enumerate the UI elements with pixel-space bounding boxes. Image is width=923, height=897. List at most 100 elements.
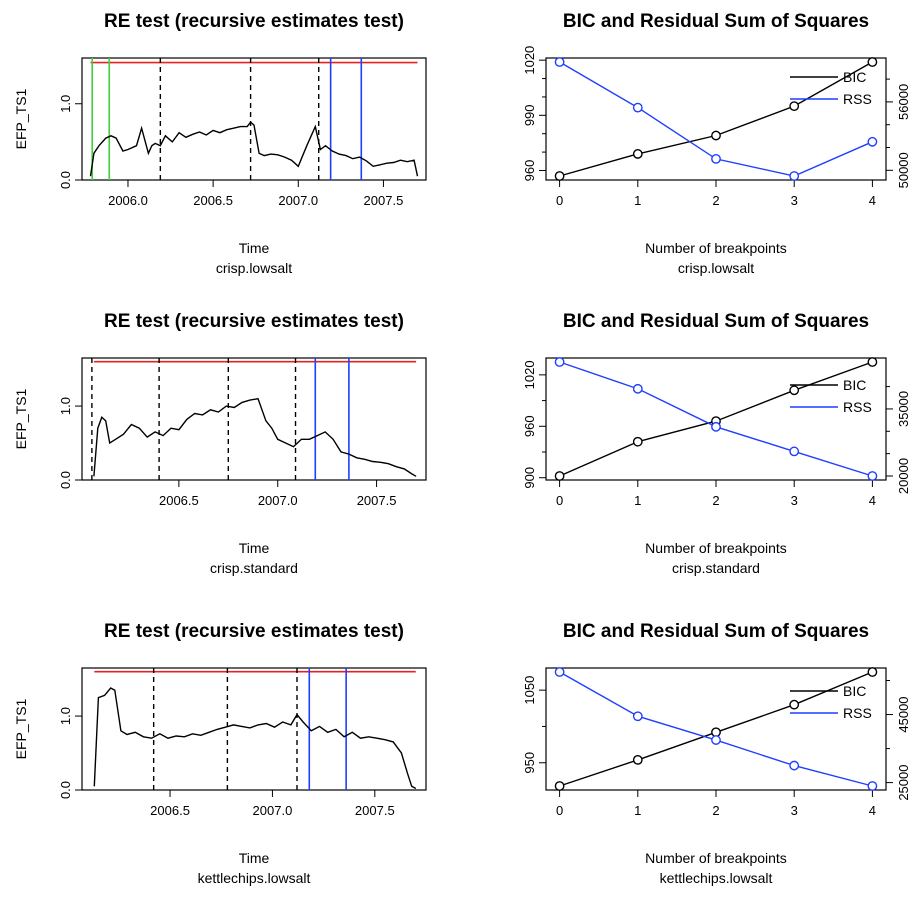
- x-tick-label: 2007.5: [357, 493, 397, 508]
- left-y-tick-label: 950: [522, 752, 537, 774]
- rss-point: [867, 136, 878, 147]
- x-tick-label: 2006.5: [193, 193, 233, 208]
- y-tick-label: 0.0: [58, 171, 73, 189]
- x-tick-label: 2007.0: [278, 193, 318, 208]
- x-tick-label: 2: [712, 193, 719, 208]
- left-y-tick-label: 960: [522, 160, 537, 182]
- rss-point: [632, 383, 643, 394]
- rss-point: [554, 357, 565, 367]
- panel-subtitle: crisp.standard: [210, 560, 298, 576]
- x-tick-label: 3: [791, 803, 798, 818]
- x-tick-label: 2006.0: [108, 193, 148, 208]
- x-tick-label: 2007.5: [364, 193, 404, 208]
- legend-label-rss: RSS: [843, 705, 872, 721]
- panel-subtitle: crisp.lowsalt: [678, 260, 754, 276]
- bic-point: [554, 171, 565, 181]
- x-axis-label: Number of breakpoints: [645, 540, 787, 556]
- x-tick-label: 1: [634, 803, 641, 818]
- panel-subtitle: crisp.lowsalt: [216, 260, 292, 276]
- x-tick-label: 2: [712, 803, 719, 818]
- rss-point: [789, 760, 800, 771]
- panel-subtitle: crisp.standard: [672, 560, 760, 576]
- bic-rss-panel-crisp-lowsalt: BIC and Residual Sum of Squares Number o…: [522, 11, 911, 276]
- legend-label-bic: BIC: [843, 683, 866, 699]
- right-y-tick-label: 20000: [896, 458, 911, 494]
- y-tick-label: 1.0: [58, 397, 73, 415]
- chart-title: BIC and Residual Sum of Squares: [563, 621, 869, 642]
- rss-point: [711, 421, 721, 432]
- bic-point: [867, 57, 878, 67]
- rss-point: [789, 171, 800, 181]
- bic-point: [632, 754, 643, 765]
- left-y-tick-label: 900: [522, 467, 537, 489]
- left-y-tick-label: 1020: [522, 46, 537, 75]
- x-tick-label: 1: [634, 193, 641, 208]
- rss-point: [711, 153, 721, 164]
- y-tick-label: 1.0: [58, 707, 73, 725]
- y-axis-label: EFP_TS1: [13, 88, 29, 149]
- re-test-panel-crisp-standard: RE test (recursive estimates test) EFP_T…: [13, 311, 427, 576]
- y-tick-label: 0.0: [58, 781, 73, 799]
- y-tick-label: 1.0: [58, 95, 73, 113]
- x-tick-label: 0: [556, 803, 563, 818]
- rss-point: [867, 471, 878, 481]
- bic-point: [789, 699, 800, 710]
- chart-title: BIC and Residual Sum of Squares: [563, 11, 869, 32]
- legend-label-bic: BIC: [843, 69, 866, 85]
- rss-point: [554, 57, 565, 67]
- x-tick-label: 2007.5: [355, 803, 395, 818]
- x-tick-label: 1: [634, 493, 641, 508]
- bic-rss-panel-crisp-standard: BIC and Residual Sum of Squares Number o…: [522, 311, 911, 576]
- right-y-tick-label: 25000: [896, 765, 911, 801]
- right-y-tick-label: 45000: [896, 696, 911, 732]
- legend-label-rss: RSS: [843, 399, 872, 415]
- bic-point: [789, 101, 800, 112]
- x-tick-label: 3: [791, 493, 798, 508]
- re-test-panel-crisp-lowsalt: RE test (recursive estimates test) EFP_T…: [13, 11, 427, 276]
- left-y-tick-label: 1050: [522, 676, 537, 705]
- rss-point: [554, 667, 565, 677]
- x-axis-label: Number of breakpoints: [645, 850, 787, 866]
- right-y-tick-label: 56000: [896, 84, 911, 120]
- y-axis-label: EFP_TS1: [13, 698, 29, 759]
- re-test-panel-kettlechips-lowsalt: RE test (recursive estimates test) EFP_T…: [13, 621, 427, 886]
- legend-label-rss: RSS: [843, 91, 872, 107]
- bic-point: [867, 667, 878, 677]
- bic-point: [632, 436, 643, 447]
- bic-rss-panel-kettlechips-lowsalt: BIC and Residual Sum of Squares Number o…: [522, 621, 911, 886]
- left-y-tick-label: 960: [522, 415, 537, 437]
- rss-point: [632, 102, 643, 113]
- rss-point: [711, 735, 721, 745]
- bic-point: [789, 385, 800, 396]
- x-tick-label: 4: [869, 803, 876, 818]
- bic-point: [632, 149, 643, 159]
- x-axis-label: Time: [239, 240, 270, 256]
- bic-point: [554, 471, 565, 481]
- left-y-tick-label: 990: [522, 104, 537, 126]
- x-axis-label: Time: [239, 540, 270, 556]
- x-tick-label: 2007.0: [258, 493, 298, 508]
- x-axis-label: Time: [239, 850, 270, 866]
- y-tick-label: 0.0: [58, 471, 73, 489]
- bic-point: [554, 781, 565, 791]
- x-tick-label: 2006.5: [150, 803, 190, 818]
- chart-title: RE test (recursive estimates test): [104, 621, 404, 642]
- right-y-tick-label: 35000: [896, 391, 911, 427]
- left-y-tick-label: 1020: [522, 360, 537, 389]
- efp-series-line: [89, 121, 419, 177]
- chart-title: RE test (recursive estimates test): [104, 11, 404, 32]
- panel-subtitle: kettlechips.lowsalt: [660, 870, 773, 886]
- x-tick-label: 2006.5: [159, 493, 199, 508]
- panel-subtitle: kettlechips.lowsalt: [198, 870, 311, 886]
- bic-point: [711, 130, 721, 141]
- rss-point: [789, 446, 800, 457]
- x-tick-label: 4: [869, 193, 876, 208]
- x-tick-label: 0: [556, 493, 563, 508]
- bic-point: [867, 357, 878, 367]
- x-tick-label: 3: [791, 193, 798, 208]
- rss-point: [632, 711, 643, 722]
- chart-title: RE test (recursive estimates test): [104, 311, 404, 332]
- efp-series-line: [93, 397, 417, 477]
